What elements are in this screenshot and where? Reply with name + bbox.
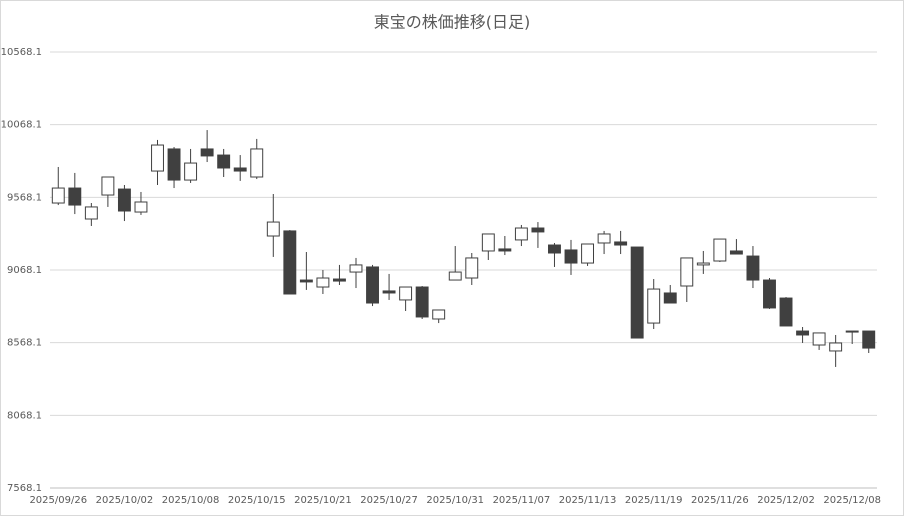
x-tick-label: 2025/10/27 — [360, 495, 418, 506]
y-tick-label: 8568.1 — [7, 338, 42, 349]
x-tick-label: 2025/12/08 — [823, 495, 881, 506]
candle-body — [763, 279, 776, 309]
x-tick-label: 2025/12/02 — [757, 495, 815, 506]
candle-body — [729, 250, 743, 255]
y-tick-label: 9068.1 — [7, 265, 42, 276]
candle-body — [84, 206, 98, 220]
x-tick-label: 2025/11/26 — [691, 495, 749, 506]
candle-body — [217, 154, 231, 169]
x-tick-label: 2025/11/07 — [493, 495, 551, 506]
candle-body — [862, 330, 876, 349]
candle-body — [663, 292, 677, 304]
candle-body — [812, 332, 826, 346]
candle-body — [514, 227, 528, 241]
x-tick-label: 2025/09/26 — [29, 495, 87, 506]
candle-body — [680, 257, 694, 287]
x-tick-label: 2025/10/15 — [228, 495, 286, 506]
candle-body — [779, 297, 793, 327]
candle-body — [200, 148, 214, 157]
candle-body — [184, 162, 198, 181]
candle-body — [696, 262, 710, 266]
candle-body — [399, 286, 413, 301]
y-tick-label: 10568.1 — [1, 47, 42, 58]
candle-body — [117, 188, 131, 212]
candle-body — [366, 266, 379, 304]
candle-body — [481, 233, 495, 252]
candle-body — [796, 330, 810, 336]
candle-body — [167, 148, 181, 181]
candle-body — [382, 290, 396, 294]
candle-body — [713, 238, 727, 262]
x-tick-label: 2025/11/13 — [559, 495, 617, 506]
candle-body — [68, 187, 82, 206]
x-tick-label: 2025/10/21 — [294, 495, 352, 506]
candle-body — [101, 176, 115, 196]
x-tick-label: 2025/11/19 — [625, 495, 683, 506]
candle-body — [51, 187, 65, 204]
candle-body — [465, 257, 479, 279]
y-tick-label: 9568.1 — [7, 192, 42, 203]
candle-body — [316, 277, 330, 288]
candle-body — [581, 243, 595, 264]
x-tick-label: 2025/10/31 — [426, 495, 484, 506]
candle-body — [299, 279, 313, 283]
candle-body — [233, 167, 247, 172]
candle-body — [630, 246, 644, 339]
candle-body — [829, 342, 843, 352]
y-tick-label: 10068.1 — [1, 120, 42, 131]
candle-body — [564, 249, 578, 264]
candle-body — [250, 148, 264, 178]
candle-body — [531, 227, 545, 233]
candle-body — [283, 230, 297, 295]
x-tick-label: 2025/10/02 — [96, 495, 154, 506]
candle-body — [498, 248, 512, 252]
chart-title: 東宝の株価推移(日足) — [374, 13, 531, 32]
candle-body — [448, 271, 462, 281]
candle-body — [614, 241, 628, 246]
y-tick-label: 7568.1 — [7, 483, 42, 494]
candle-body — [415, 286, 429, 318]
candle-body — [151, 144, 164, 172]
candle-body — [597, 233, 611, 244]
candle-body — [746, 255, 760, 281]
candle-body — [332, 278, 346, 282]
y-tick-label: 8068.1 — [7, 410, 42, 421]
candle-body — [845, 330, 859, 333]
candle-body — [266, 221, 280, 237]
x-tick-label: 2025/10/08 — [162, 495, 220, 506]
candle-body — [134, 201, 148, 213]
candle-body — [432, 309, 446, 320]
candle-body — [647, 288, 661, 324]
candle-body — [548, 244, 561, 254]
candle-body — [349, 264, 363, 273]
